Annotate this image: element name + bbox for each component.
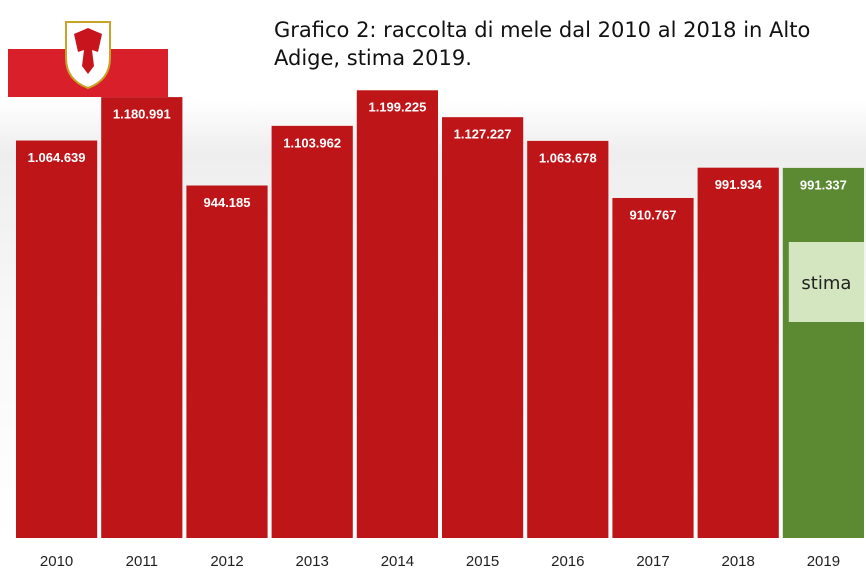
bar bbox=[442, 117, 524, 539]
bar bbox=[101, 97, 183, 539]
bar bbox=[186, 185, 268, 538]
value-label: 991.337 bbox=[800, 177, 847, 192]
x-tick-label: 2011 bbox=[126, 553, 158, 570]
x-tick-label: 2018 bbox=[722, 553, 755, 570]
value-label: 1.103.962 bbox=[283, 135, 341, 150]
x-tick-label: 2019 bbox=[807, 553, 840, 570]
value-label: 1.063.678 bbox=[539, 150, 597, 165]
bar bbox=[16, 140, 98, 538]
value-label: 1.064.639 bbox=[28, 150, 86, 165]
annotation: stima bbox=[801, 273, 851, 294]
x-tick-label: 2012 bbox=[210, 553, 243, 570]
value-label: 1.199.225 bbox=[368, 100, 426, 115]
x-tick-label: 2010 bbox=[40, 553, 73, 570]
chart-title: Grafico 2: raccolta di mele dal 2010 al … bbox=[274, 18, 811, 70]
value-label: 910.767 bbox=[630, 207, 677, 222]
x-tick-label: 2016 bbox=[551, 553, 584, 570]
bar bbox=[356, 90, 438, 538]
x-tick-label: 2017 bbox=[636, 553, 669, 570]
value-label: 1.180.991 bbox=[113, 107, 171, 122]
x-tick-label: 2014 bbox=[381, 553, 414, 570]
bar bbox=[527, 140, 609, 538]
value-label: 1.127.227 bbox=[454, 127, 512, 142]
value-label: 991.934 bbox=[715, 177, 763, 192]
bar bbox=[697, 167, 779, 538]
bar bbox=[612, 197, 694, 538]
value-label: 944.185 bbox=[204, 195, 251, 210]
flag bbox=[8, 0, 168, 97]
bar bbox=[782, 167, 864, 538]
x-tick-label: 2015 bbox=[466, 553, 499, 570]
annotation-box bbox=[788, 242, 864, 322]
bar bbox=[271, 125, 353, 538]
x-tick-label: 2013 bbox=[296, 553, 329, 570]
